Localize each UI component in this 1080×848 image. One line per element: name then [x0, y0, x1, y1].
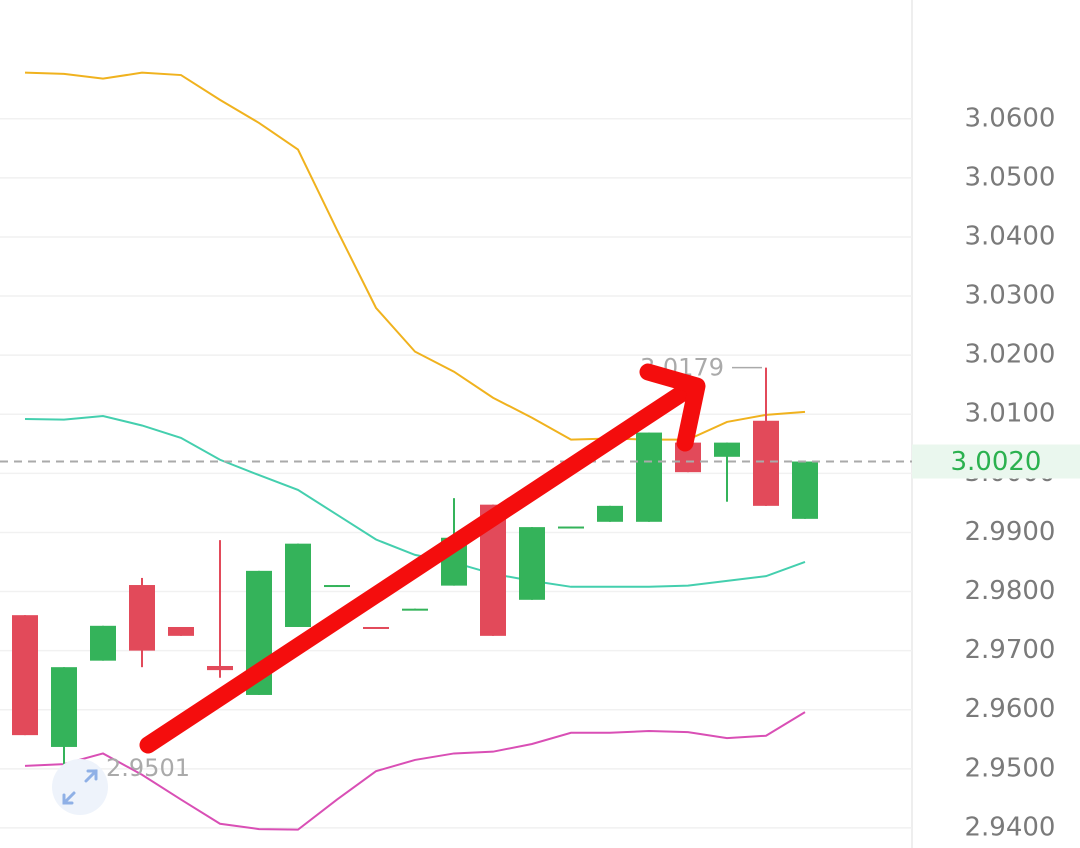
- candle-body: [519, 527, 545, 600]
- y-tick-label: 3.0600: [965, 103, 1056, 133]
- y-tick-label: 2.9900: [965, 517, 1056, 547]
- candle-body: [597, 505, 623, 522]
- expand-button[interactable]: [52, 759, 108, 815]
- candle-body: [324, 585, 350, 588]
- indicator-lines: [24, 71, 806, 831]
- y-tick-label: 3.0300: [965, 281, 1056, 311]
- candle-body: [558, 526, 584, 529]
- candle-body: [12, 615, 38, 736]
- candle-body: [51, 667, 77, 747]
- y-tick-label: 3.0200: [965, 340, 1056, 370]
- y-tick-label: 2.9600: [965, 694, 1056, 724]
- grid: 2.9400 2.9500 2.9600 2.9700 2.9800 2.9900 3.00…: [0, 103, 1055, 842]
- candle-body: [207, 665, 233, 671]
- y-tick-label: 3.0400: [965, 221, 1056, 251]
- y-tick-label: 3.0100: [965, 399, 1056, 429]
- arrow-shaft: [139, 379, 699, 754]
- candle-body: [792, 461, 818, 519]
- trend-arrow: [139, 363, 706, 754]
- last-price-label: 3.0020: [951, 447, 1042, 477]
- band-line: [24, 711, 806, 831]
- y-tick-label: 2.9700: [965, 635, 1056, 665]
- band-line: [24, 415, 806, 588]
- candle-body: [714, 442, 740, 457]
- candle-body: [168, 626, 194, 636]
- candle-body: [363, 626, 389, 629]
- candle-body: [129, 585, 155, 651]
- candle-body: [753, 420, 779, 506]
- y-tick-label: 2.9400: [965, 812, 1056, 842]
- expand-icon[interactable]: [62, 769, 98, 805]
- min-marker-label: 2.9501: [106, 754, 190, 782]
- y-tick-label: 3.0500: [965, 162, 1056, 192]
- candle-body: [285, 543, 311, 627]
- candle-body: [402, 608, 428, 611]
- arrow-head: [639, 363, 706, 452]
- candle-body: [90, 625, 116, 661]
- y-tick-label: 2.9800: [965, 576, 1056, 606]
- band-line: [24, 71, 806, 441]
- last-price-badge: [912, 444, 1080, 479]
- expand-button-bg[interactable]: [52, 759, 108, 815]
- candle-body: [636, 432, 662, 522]
- y-tick-label: 2.9500: [965, 753, 1056, 783]
